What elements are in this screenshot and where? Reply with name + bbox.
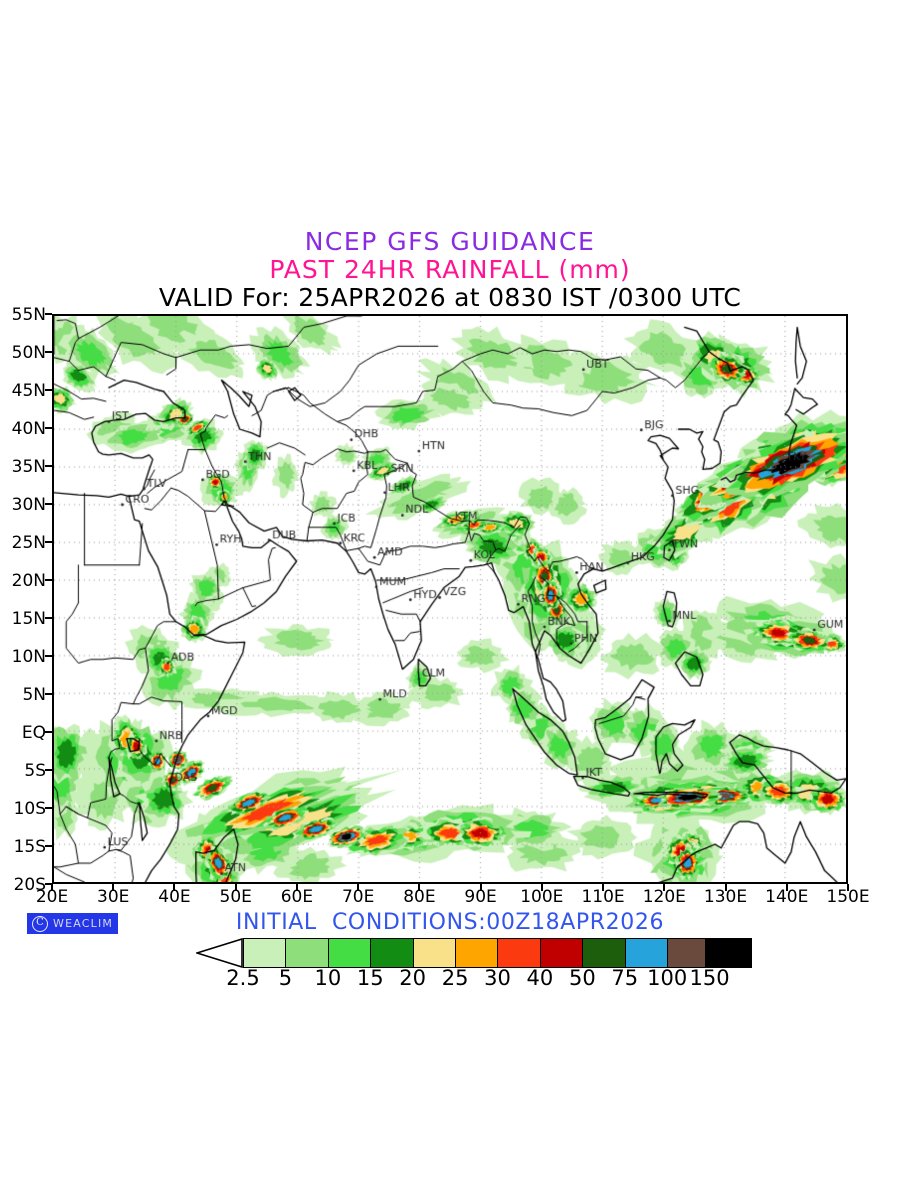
latitude-tick-label: 30N <box>11 495 46 515</box>
colorbar-tick-label: 40 <box>526 966 554 990</box>
latitude-tick-mark <box>45 503 52 505</box>
colorbar-tick-label: 2.5 <box>226 966 260 990</box>
latitude-tick-mark <box>45 655 52 657</box>
longitude-tick-mark <box>663 884 666 891</box>
longitude-tick-mark <box>847 884 849 891</box>
longitude-tick-mark <box>295 884 298 891</box>
colorbar-tick-labels: 2.5 5 10 15 20 25 30 40 50 75 100 150 <box>196 966 752 992</box>
longitude-tick-mark <box>785 884 788 891</box>
model-title: NCEP GFS GUIDANCE <box>304 227 596 256</box>
colorbar-tick-label: 20 <box>399 966 427 990</box>
latitude-tick-mark <box>45 693 52 695</box>
colorbar-cell <box>624 938 668 968</box>
longitude-tick-mark <box>51 884 53 891</box>
latitude-tick-label: 10S <box>13 799 46 819</box>
colorbar-cell <box>327 938 371 968</box>
longitude-tick-label: 20E <box>35 887 69 907</box>
latitude-tick-mark <box>45 541 52 543</box>
colorbar-cell <box>412 938 456 968</box>
colorbar-cell <box>497 938 540 968</box>
valid-time-title: VALID For: 25APR2026 at 0830 IST /0300 U… <box>158 283 742 312</box>
colorbar-cell <box>243 938 286 968</box>
colorbar-tick-label: 15 <box>356 966 384 990</box>
latitude-tick-label: 5S <box>24 761 46 781</box>
longitude-tick-label: 80E <box>403 887 436 907</box>
product-title: PAST 24HR RAINFALL (mm) <box>269 255 631 284</box>
longitude-tick-label: 90E <box>464 887 497 907</box>
colorbar-cell <box>667 938 710 968</box>
colorbar-tick-label: 50 <box>568 966 596 990</box>
longitude-tick-mark <box>173 884 176 891</box>
latitude-tick-mark <box>45 617 52 619</box>
latitude-tick-mark <box>45 845 52 847</box>
longitude-tick-label: 140E <box>765 887 809 907</box>
latitude-tick-label: 20S <box>13 875 46 895</box>
latitude-tick-label: 10N <box>11 647 46 667</box>
latitude-tick-label: 55N <box>11 305 46 325</box>
latitude-tick-mark <box>45 389 52 391</box>
latitude-tick-label: 45N <box>11 381 46 401</box>
longitude-tick-mark <box>479 884 482 891</box>
longitude-tick-label: 120E <box>642 887 686 907</box>
colorbar-tick-label: 30 <box>484 966 511 990</box>
latitude-tick-label: 35N <box>11 457 46 477</box>
initial-conditions-label: INITIAL CONDITIONS:00Z18APR2026 <box>235 910 665 935</box>
latitude-tick-label: 40N <box>11 419 46 439</box>
colorbar <box>196 938 752 968</box>
latitude-tick-mark <box>45 769 52 771</box>
colorbar-tick-label: 75 <box>611 966 639 990</box>
latitude-tick-label: 25N <box>11 533 46 553</box>
colorbar-over-arrow <box>705 938 752 968</box>
colorbar-tick-label: 10 <box>314 966 342 990</box>
colorbar-cell <box>285 938 328 968</box>
latitude-tick-label: EQ <box>21 723 46 743</box>
longitude-tick-mark <box>112 884 115 891</box>
longitude-tick-mark <box>418 884 421 891</box>
latitude-tick-label: 50N <box>11 343 46 363</box>
colorbar-under-arrow <box>196 938 243 968</box>
longitude-tick-label: 60E <box>280 887 314 907</box>
latitude-tick-label: 20N <box>11 571 46 591</box>
longitude-tick-label: 130E <box>703 887 748 907</box>
latitude-tick-mark <box>45 351 52 353</box>
copyright-icon: C <box>32 915 48 932</box>
longitude-tick-label: 40E <box>158 887 191 907</box>
colorbar-cell <box>370 938 413 968</box>
map-plot-frame[interactable] <box>52 314 848 884</box>
colorbar-tick-label: 5 <box>278 966 293 990</box>
latitude-tick-label: 5N <box>22 685 46 705</box>
longitude-tick-mark <box>724 884 727 891</box>
longitude-tick-mark <box>540 884 543 891</box>
longitude-tick-label: 30E <box>97 887 130 907</box>
colorbar-tick-label: 25 <box>441 966 469 990</box>
latitude-tick-mark <box>45 313 52 315</box>
latitude-tick-label: 15S <box>13 837 46 857</box>
title-block: NCEP GFS GUIDANCE PAST 24HR RAINFALL (mm… <box>0 228 900 312</box>
longitude-tick-label: 110E <box>581 887 625 907</box>
colorbar-cells <box>243 938 752 968</box>
longitude-tick-mark <box>357 884 360 891</box>
colorbar-tick-label: 100 <box>647 966 688 990</box>
colorbar-tick-label: 150 <box>689 966 730 990</box>
latitude-tick-mark <box>45 883 52 885</box>
colorbar-cell <box>582 938 625 968</box>
rainfall-map-canvas[interactable] <box>54 316 846 882</box>
weaclim-label: WEACLIM <box>53 917 114 930</box>
weaclim-logo-badge: C WEACLIM <box>27 913 118 934</box>
colorbar-cell <box>455 938 498 968</box>
longitude-tick-label: 150E <box>826 887 870 907</box>
longitude-tick-label: 70E <box>341 887 375 907</box>
longitude-tick-label: 100E <box>520 887 564 907</box>
latitude-tick-mark <box>45 731 52 733</box>
longitude-tick-mark <box>602 884 605 891</box>
latitude-tick-mark <box>45 807 52 809</box>
latitude-tick-mark <box>45 427 52 429</box>
colorbar-cell <box>539 938 583 968</box>
longitude-tick-mark <box>234 884 237 891</box>
latitude-tick-mark <box>45 579 52 581</box>
longitude-tick-label: 50E <box>219 887 252 907</box>
latitude-tick-label: 15N <box>11 609 46 629</box>
latitude-tick-mark <box>45 465 52 467</box>
